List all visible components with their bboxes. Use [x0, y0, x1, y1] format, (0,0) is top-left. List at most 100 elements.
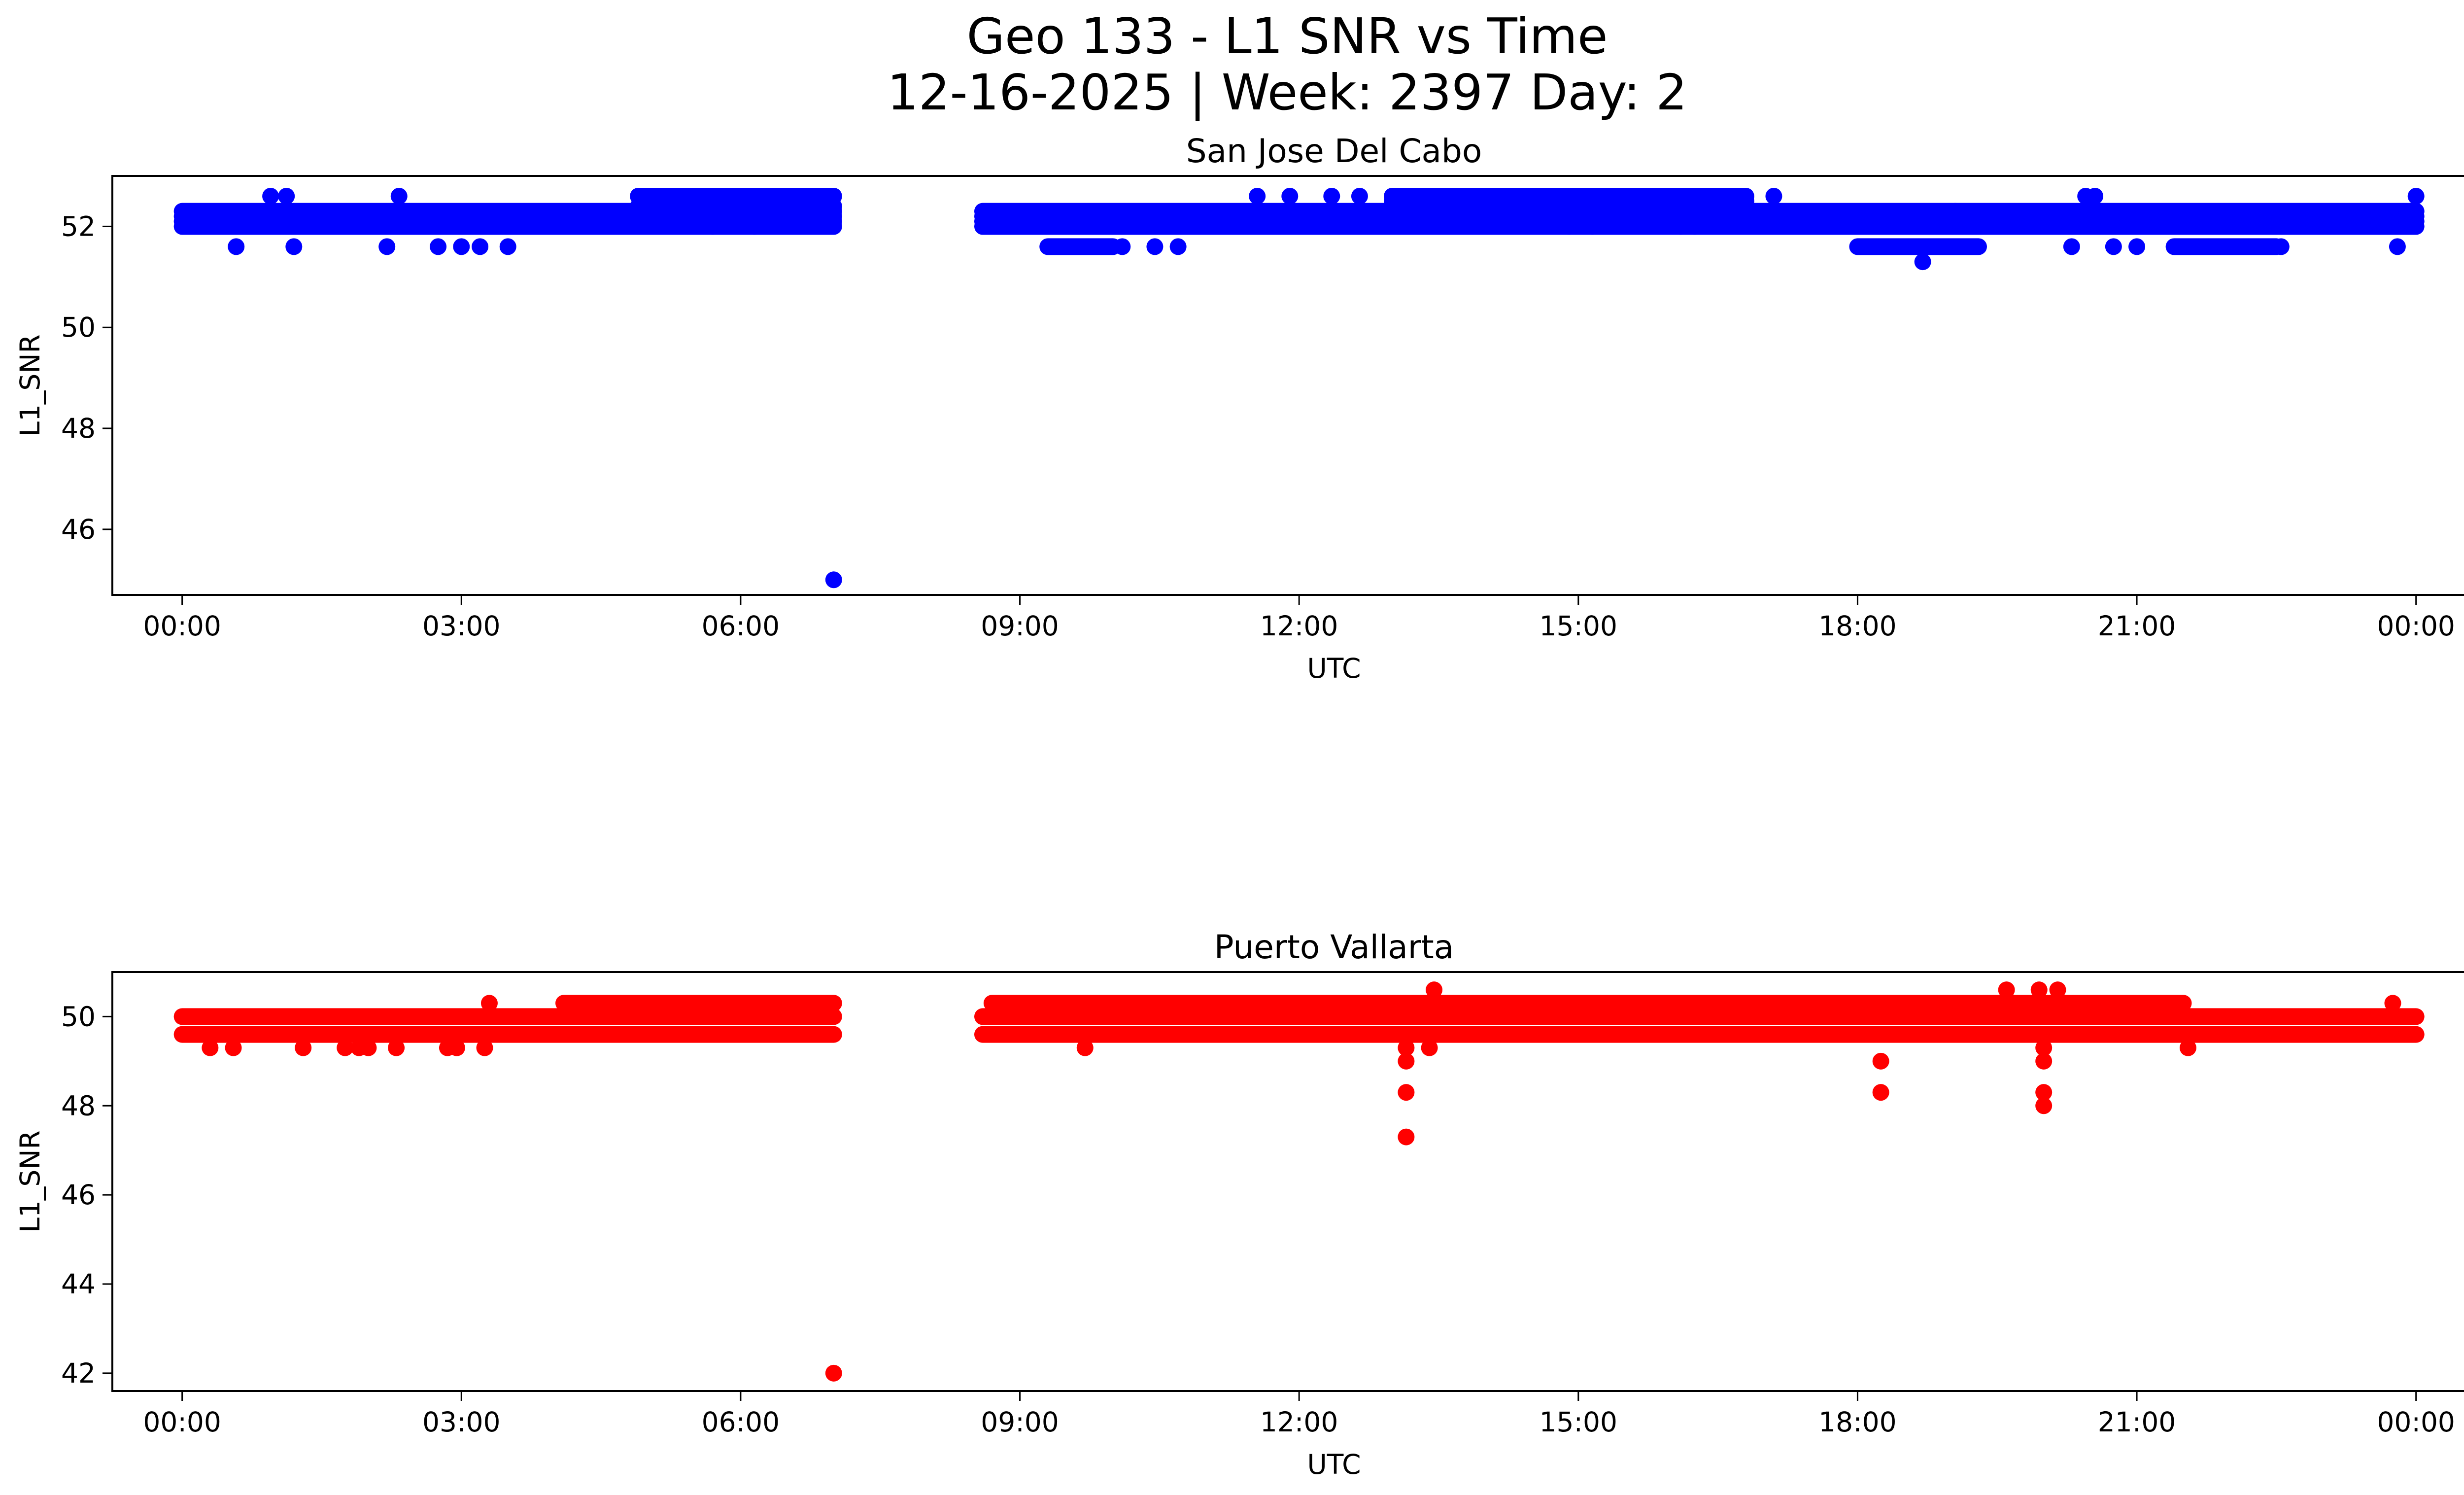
- san-jose-del-cabo-y-axis: 46 48 50 52: [61, 210, 112, 545]
- san-jose-del-cabo-x-tick-label: 12:00: [1260, 610, 1338, 642]
- san-jose-del-cabo-y-tick-label: 50: [61, 312, 96, 343]
- puerto-vallarta-ylabel: L1_SNR: [14, 1130, 46, 1232]
- puerto-vallarta-data-point: [388, 1039, 405, 1056]
- san-jose-del-cabo-data-point: [2389, 238, 2406, 255]
- puerto-vallarta-y-tick-label: 48: [61, 1090, 96, 1121]
- san-jose-del-cabo-data-point: [2272, 238, 2290, 255]
- san-jose-del-cabo-data-point: [1686, 218, 1703, 235]
- san-jose-del-cabo-ylabel: L1_SNR: [14, 334, 46, 436]
- san-jose-del-cabo-data-point: [430, 238, 447, 255]
- san-jose-del-cabo-x-tick-label: 00:00: [143, 610, 221, 642]
- san-jose-del-cabo-data-point: [1323, 187, 1340, 205]
- san-jose-del-cabo-xlabel: UTC: [1307, 653, 1361, 684]
- puerto-vallarta-data-point: [1398, 1052, 1415, 1070]
- puerto-vallarta-data-point: [2035, 1097, 2053, 1114]
- san-jose-del-cabo-y-tick-label: 52: [61, 210, 96, 242]
- san-jose-del-cabo-data-point: [755, 187, 773, 205]
- san-jose-del-cabo-data-point: [2087, 187, 2104, 205]
- san-jose-del-cabo-x-tick-label: 03:00: [422, 610, 501, 642]
- puerto-vallarta-data-point: [1421, 1039, 1438, 1056]
- san-jose-del-cabo-data-point: [499, 238, 516, 255]
- puerto-vallarta-data-point: [202, 1039, 219, 1056]
- san-jose-del-cabo-data-point: [1584, 218, 1601, 235]
- san-jose-del-cabo-plot-frame: [111, 175, 2464, 596]
- puerto-vallarta-panel: Puerto Vallarta UTC L1_SNR 00:00 03:00 06:…: [14, 928, 2464, 1480]
- san-jose-del-cabo-y-tick-label: 46: [61, 514, 96, 545]
- san-jose-del-cabo-data-point: [825, 571, 842, 589]
- puerto-vallarta-data-point: [476, 1039, 493, 1056]
- figure-title-line2: 12-16-2025 | Week: 2397 Day: 2: [887, 64, 1687, 121]
- san-jose-del-cabo-data-point: [1947, 203, 1964, 220]
- san-jose-del-cabo-data-point: [2063, 238, 2080, 255]
- puerto-vallarta-data-point: [2384, 995, 2401, 1012]
- puerto-vallarta-data-point: [225, 1039, 242, 1056]
- san-jose-del-cabo-data-point: [1146, 238, 1164, 255]
- puerto-vallarta-scatter-points: [173, 981, 2425, 1382]
- san-jose-del-cabo-x-tick-label: 06:00: [702, 610, 780, 642]
- san-jose-del-cabo-y-tick-label: 48: [61, 413, 96, 444]
- san-jose-del-cabo-x-tick-label: 18:00: [1818, 610, 1897, 642]
- puerto-vallarta-data-point: [295, 1039, 312, 1056]
- puerto-vallarta-data-point: [1398, 1128, 1415, 1146]
- san-jose-del-cabo-data-point: [1169, 238, 1187, 255]
- puerto-vallarta-x-tick-label: 18:00: [1818, 1406, 1897, 1438]
- puerto-vallarta-x-axis: 00:00 03:00 06:00 09:00 12:00 15:00 18:00 21:00…: [143, 1391, 2455, 1438]
- san-jose-del-cabo-x-tick-label: 00:00: [2377, 610, 2455, 642]
- san-jose-del-cabo-data-point: [2105, 238, 2122, 255]
- puerto-vallarta-data-point: [1426, 981, 1443, 999]
- puerto-vallarta-y-axis: 42 44 46 48 50: [61, 1001, 112, 1389]
- puerto-vallarta-y-tick-label: 46: [61, 1179, 96, 1211]
- puerto-vallarta-title: Puerto Vallarta: [1214, 928, 1454, 966]
- san-jose-del-cabo-x-tick-label: 21:00: [2098, 610, 2176, 642]
- puerto-vallarta-data-point: [2035, 1084, 2053, 1101]
- san-jose-del-cabo-data-point: [472, 238, 489, 255]
- puerto-vallarta-data-point: [2030, 981, 2048, 999]
- san-jose-del-cabo-data-point: [228, 238, 245, 255]
- san-jose-del-cabo-x-tick-label: 15:00: [1540, 610, 1618, 642]
- puerto-vallarta-data-point: [337, 1039, 354, 1056]
- san-jose-del-cabo-data-point: [1914, 253, 1931, 271]
- puerto-vallarta-x-tick-label: 00:00: [143, 1406, 221, 1438]
- san-jose-del-cabo-data-point: [1114, 238, 1131, 255]
- puerto-vallarta-data-point: [2035, 1052, 2053, 1070]
- san-jose-del-cabo-data-point: [1281, 187, 1299, 205]
- puerto-vallarta-data-point: [448, 1039, 465, 1056]
- san-jose-del-cabo-data-point: [378, 238, 396, 255]
- san-jose-del-cabo-data-point: [278, 187, 295, 205]
- san-jose-del-cabo-data-point: [704, 218, 721, 235]
- puerto-vallarta-x-tick-label: 12:00: [1260, 1406, 1338, 1438]
- puerto-vallarta-x-tick-label: 06:00: [702, 1406, 780, 1438]
- san-jose-del-cabo-x-axis: 00:00 03:00 06:00 09:00 12:00 15:00 18:00 21:00…: [143, 595, 2455, 642]
- puerto-vallarta-data-point: [825, 1364, 842, 1382]
- puerto-vallarta-y-tick-label: 42: [61, 1357, 96, 1389]
- puerto-vallarta-x-tick-label: 15:00: [1540, 1406, 1618, 1438]
- puerto-vallarta-data-point: [1872, 1052, 1889, 1070]
- san-jose-del-cabo-data-point: [285, 238, 303, 255]
- san-jose-del-cabo-scatter-points: [173, 187, 2425, 589]
- puerto-vallarta-data-point: [1998, 981, 2015, 999]
- san-jose-del-cabo-data-point: [390, 187, 408, 205]
- san-jose-del-cabo-x-tick-label: 09:00: [981, 610, 1059, 642]
- san-jose-del-cabo-data-point: [1765, 187, 1782, 205]
- figure-title-line1: Geo 133 - L1 SNR vs Time: [967, 7, 1608, 65]
- puerto-vallarta-data-point: [1076, 1039, 1094, 1056]
- puerto-vallarta-data-point: [2049, 981, 2066, 999]
- puerto-vallarta-data-point: [360, 1039, 377, 1056]
- puerto-vallarta-y-tick-label: 50: [61, 1001, 96, 1032]
- puerto-vallarta-x-tick-label: 21:00: [2098, 1406, 2176, 1438]
- puerto-vallarta-data-point: [1398, 1039, 1415, 1056]
- puerto-vallarta-data-point: [2035, 1039, 2053, 1056]
- puerto-vallarta-x-tick-label: 09:00: [981, 1406, 1059, 1438]
- san-jose-del-cabo-data-point: [1249, 187, 1266, 205]
- san-jose-del-cabo-data-point: [1560, 218, 1577, 235]
- puerto-vallarta-data-point: [2179, 1039, 2196, 1056]
- puerto-vallarta-data-point: [1872, 1084, 1889, 1101]
- san-jose-del-cabo-data-point: [1351, 187, 1368, 205]
- puerto-vallarta-x-tick-label: 03:00: [422, 1406, 501, 1438]
- san-jose-del-cabo-data-point: [1672, 218, 1689, 235]
- puerto-vallarta-data-point: [1398, 1084, 1415, 1101]
- san-jose-del-cabo-title: San Jose Del Cabo: [1186, 132, 1482, 170]
- san-jose-del-cabo-data-point: [746, 218, 763, 235]
- puerto-vallarta-xlabel: UTC: [1307, 1449, 1361, 1480]
